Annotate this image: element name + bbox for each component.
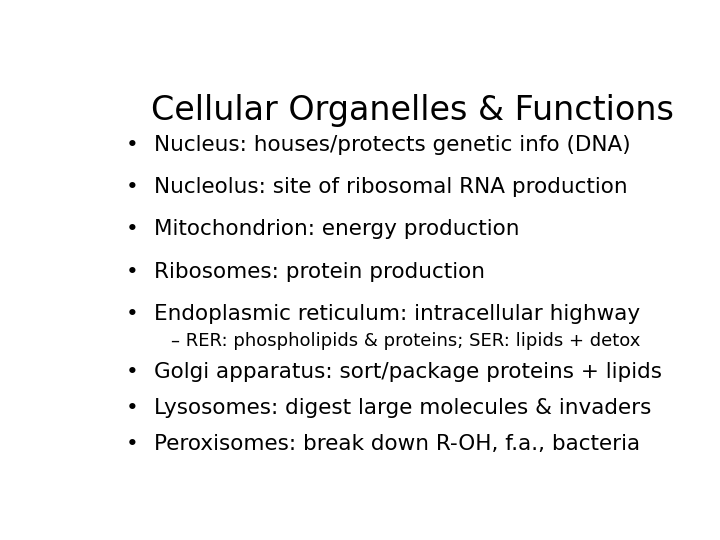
Text: Cellular Organelles & Functions: Cellular Organelles & Functions (151, 94, 674, 127)
Text: Endoplasmic reticulum: intracellular highway: Endoplasmic reticulum: intracellular hig… (154, 304, 640, 325)
Text: •: • (125, 177, 138, 197)
Text: Nucleus: houses/protects genetic info (DNA): Nucleus: houses/protects genetic info (D… (154, 134, 631, 154)
Text: •: • (125, 434, 138, 454)
Text: •: • (125, 398, 138, 418)
Text: •: • (125, 262, 138, 282)
Text: •: • (125, 134, 138, 154)
Text: •: • (125, 362, 138, 382)
Text: Mitochondrion: energy production: Mitochondrion: energy production (154, 219, 520, 239)
Text: Ribosomes: protein production: Ribosomes: protein production (154, 262, 485, 282)
Text: Peroxisomes: break down R-OH, f.a., bacteria: Peroxisomes: break down R-OH, f.a., bact… (154, 434, 640, 454)
Text: Golgi apparatus: sort/package proteins + lipids: Golgi apparatus: sort/package proteins +… (154, 362, 662, 382)
Text: – RER: phospholipids & proteins; SER: lipids + detox: – RER: phospholipids & proteins; SER: li… (171, 332, 640, 350)
Text: Nucleolus: site of ribosomal RNA production: Nucleolus: site of ribosomal RNA product… (154, 177, 628, 197)
Text: •: • (125, 304, 138, 325)
Text: •: • (125, 219, 138, 239)
Text: Lysosomes: digest large molecules & invaders: Lysosomes: digest large molecules & inva… (154, 398, 652, 418)
